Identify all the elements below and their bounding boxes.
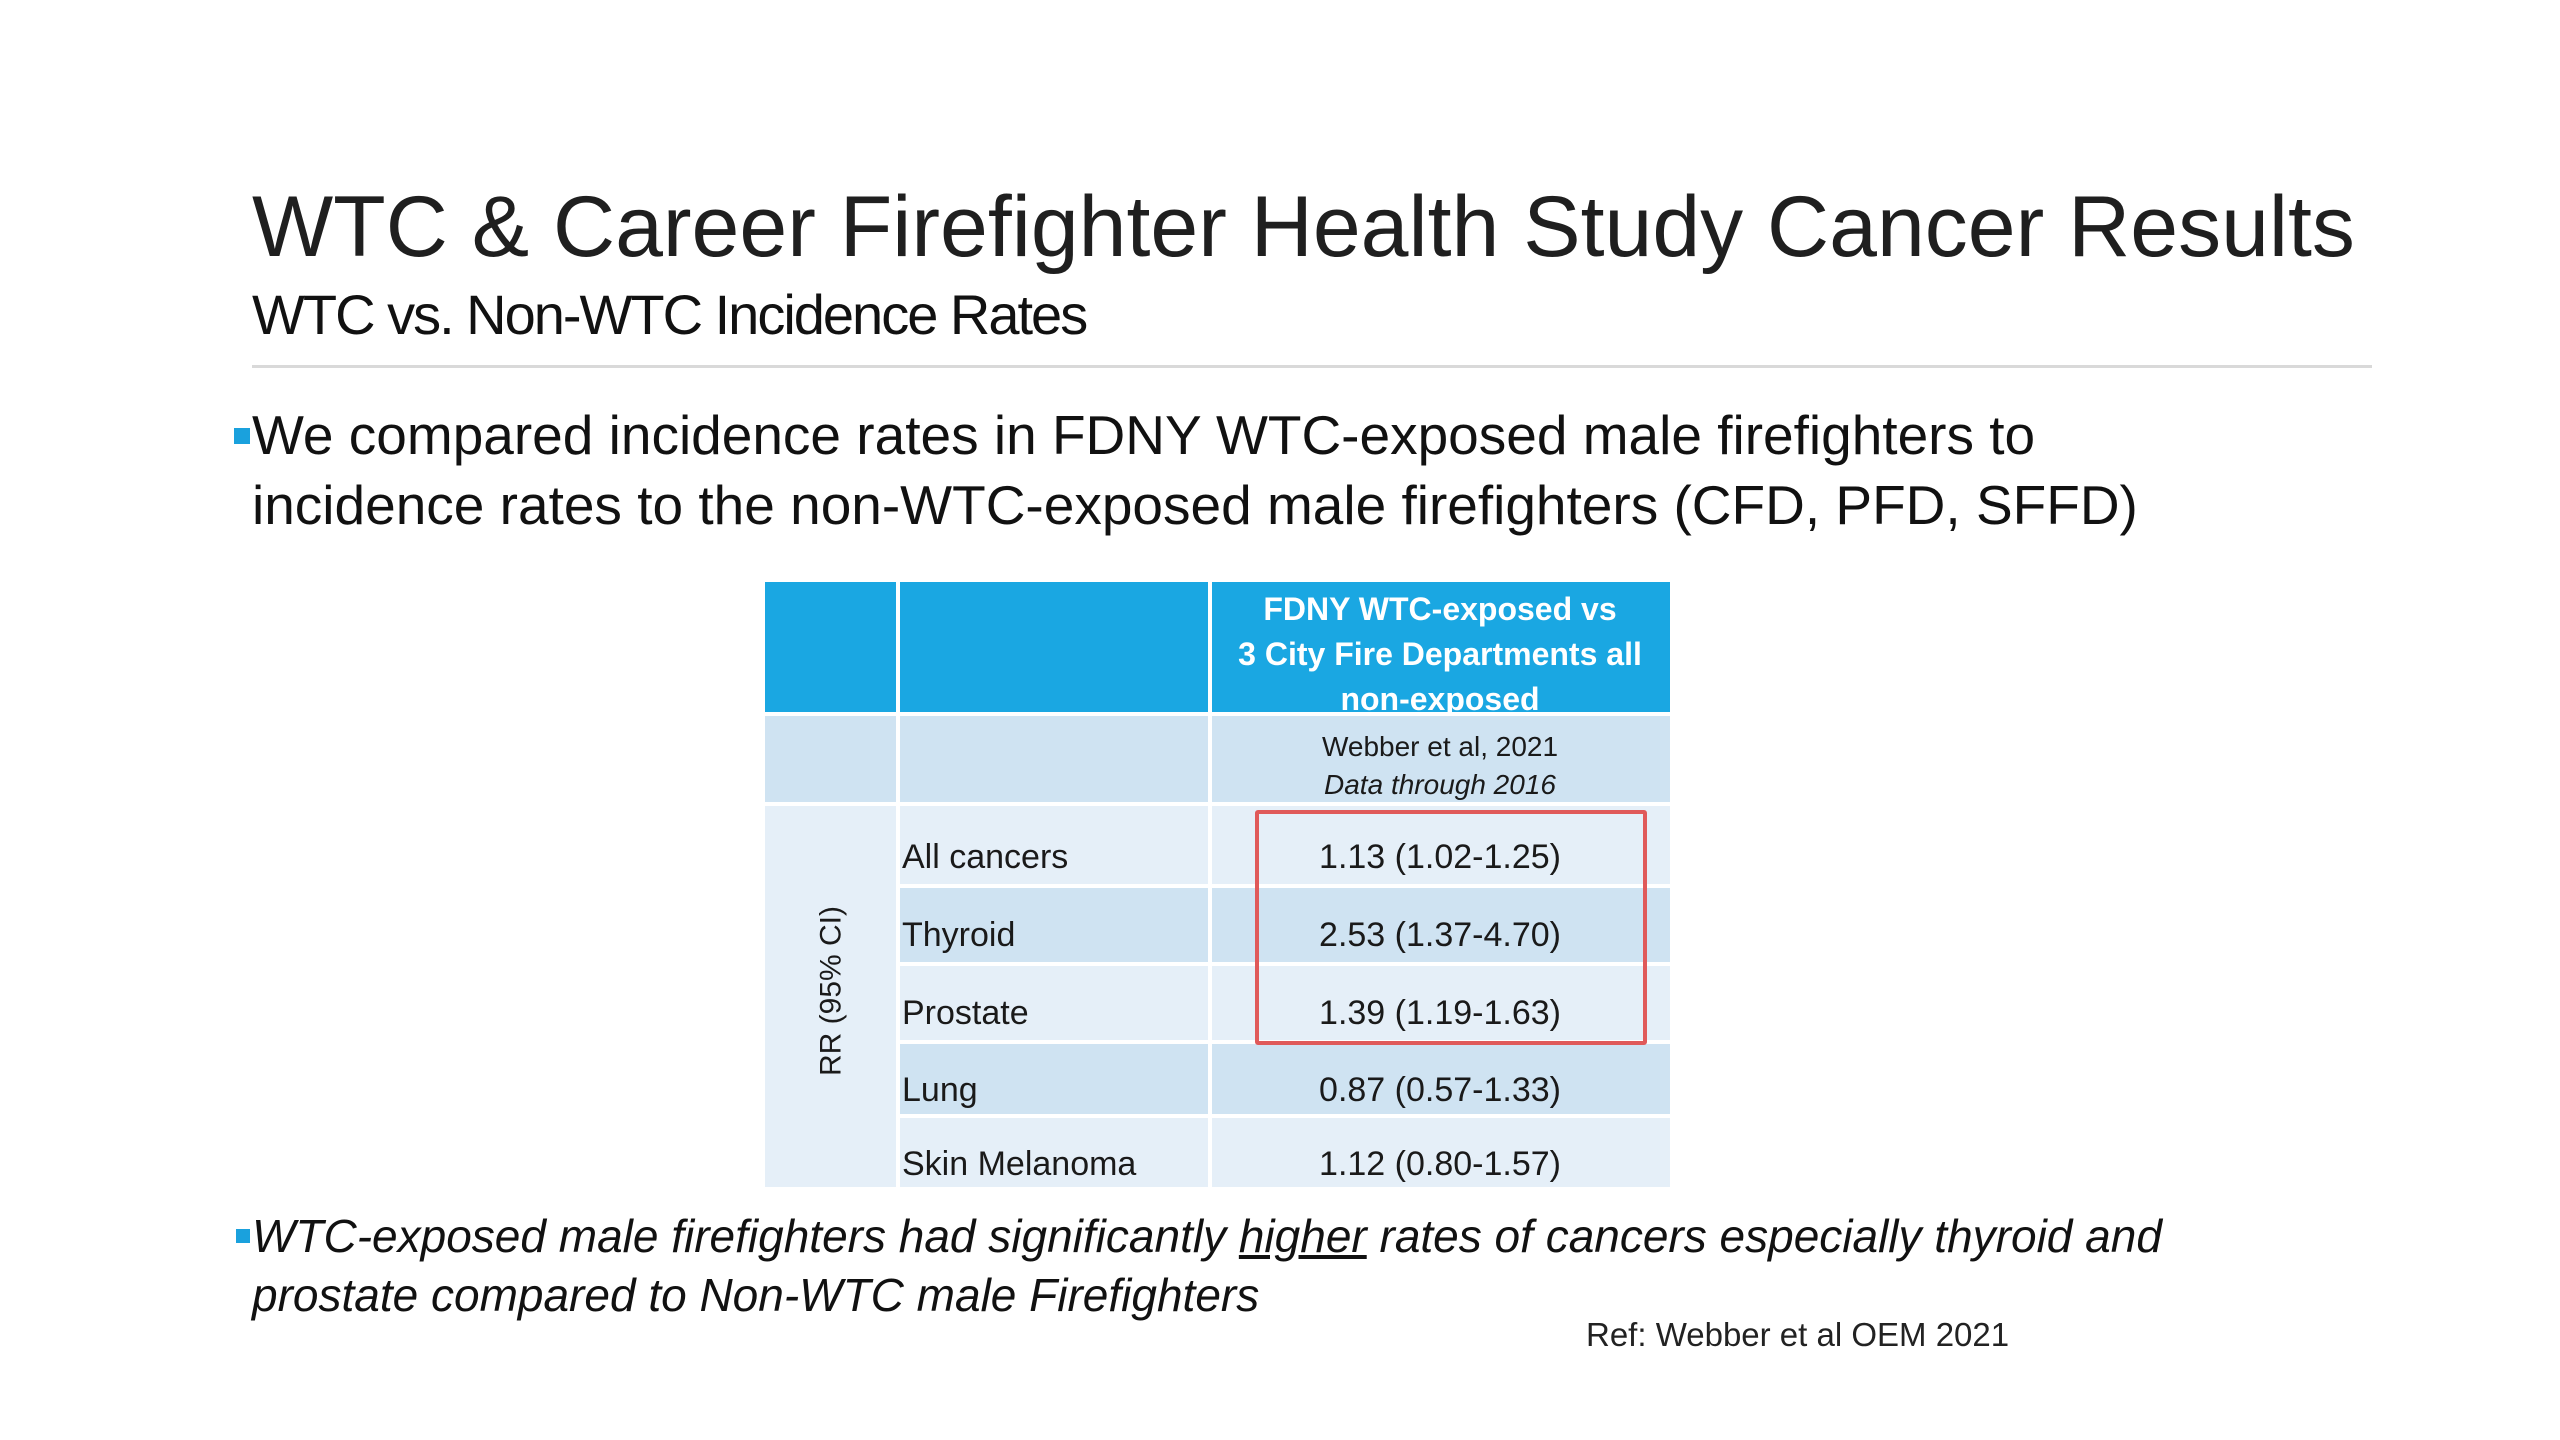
row-value-prostate: 1.39 (1.19-1.63): [1319, 994, 1561, 1032]
table-group-cell: [765, 806, 898, 1187]
bullet-conclusion: WTC-exposed male firefighters had signif…: [236, 1207, 2162, 1325]
title-divider: [252, 365, 2372, 368]
table-row: [898, 966, 1670, 1040]
row-value-thyroid: 2.53 (1.37-4.70): [1319, 916, 1561, 954]
rr-axis-label: RR (95% CI): [814, 905, 848, 1077]
bullet-comparison-line-1: We compared incidence rates in FDNY WTC-…: [252, 404, 2036, 466]
table-source-cell: Webber et al, 2021 Data through 2016: [1210, 716, 1670, 802]
source-citation: Webber et al, 2021: [1321, 731, 1559, 762]
bullet-square-icon: [236, 1229, 250, 1243]
row-label-all-cancers: All cancers: [902, 838, 1069, 876]
row-separator: [765, 802, 1670, 806]
conclusion-emphasis: higher: [1238, 1210, 1367, 1262]
row-label-thyroid: Thyroid: [902, 916, 1016, 954]
row-value-skin-melanoma: 1.12 (0.80-1.57): [1319, 1145, 1561, 1183]
conclusion-text-end: rates of cancers especially thyroid and: [1366, 1210, 2162, 1262]
bullet-conclusion-line-1: WTC-exposed male firefighters had signif…: [252, 1207, 2162, 1266]
row-label-prostate: Prostate: [902, 994, 1029, 1032]
column-separator: [1208, 582, 1212, 1187]
cancer-results-table: FDNY WTC-exposed vs 3 City Fire Departme…: [765, 582, 1670, 1187]
table-row: [898, 806, 1670, 884]
table-header-comparison: FDNY WTC-exposed vs 3 City Fire Departme…: [1210, 582, 1670, 717]
row-value-all-cancers: 1.13 (1.02-1.25): [1319, 838, 1561, 876]
row-separator: [765, 712, 1670, 716]
header-line-2: 3 City Fire Departments all: [1238, 636, 1642, 672]
bullet-comparison-line-2: incidence rates to the non-WTC-exposed m…: [252, 474, 2138, 536]
significant-results-highlight: [1255, 810, 1647, 1045]
header-line-1: FDNY WTC-exposed vs: [1263, 591, 1617, 627]
table-row: [898, 1044, 1670, 1114]
slide-subtitle: WTC vs. Non-WTC Incidence Rates: [252, 283, 1088, 346]
table-row: [898, 888, 1670, 962]
table-row: [898, 1118, 1670, 1187]
row-value-lung: 0.87 (0.57-1.33): [1319, 1071, 1561, 1109]
bullet-comparison: We compared incidence rates in FDNY WTC-…: [234, 400, 2138, 540]
bullet-conclusion-line-2: prostate compared to Non-WTC male Firefi…: [252, 1269, 1260, 1321]
row-label-skin-melanoma: Skin Melanoma: [902, 1145, 1137, 1183]
table-header-row: [765, 582, 1670, 712]
header-line-3: non-exposed: [1340, 681, 1540, 717]
bullet-square-icon: [234, 428, 250, 444]
table-source-row: [765, 716, 1670, 802]
row-label-lung: Lung: [902, 1071, 978, 1109]
slide-title: WTC & Career Firefighter Health Study Ca…: [252, 179, 2355, 275]
conclusion-text-start: WTC-exposed male firefighters had signif…: [252, 1210, 1239, 1262]
column-separator: [896, 582, 900, 1187]
reference-citation: Ref: Webber et al OEM 2021: [1586, 1316, 2010, 1353]
source-data-range: Data through 2016: [1324, 769, 1556, 800]
